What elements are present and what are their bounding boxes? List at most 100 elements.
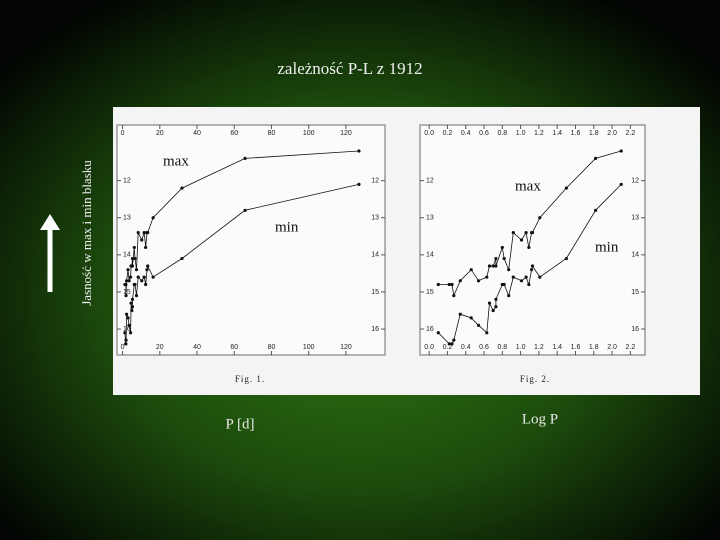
data-point xyxy=(594,156,598,160)
data-point xyxy=(130,264,135,268)
data-point xyxy=(151,275,155,279)
data-point xyxy=(619,149,623,153)
data-point xyxy=(450,282,454,287)
data-point xyxy=(145,268,149,272)
x-tick-label: 0.0 xyxy=(424,130,434,137)
data-point xyxy=(130,297,135,301)
y-tick-label: 14 xyxy=(631,252,639,259)
data-point xyxy=(519,238,524,242)
data-point xyxy=(502,282,506,287)
data-point xyxy=(527,245,531,250)
data-point xyxy=(436,282,440,287)
x-tick-label: 0 xyxy=(121,344,125,351)
data-point xyxy=(142,230,146,235)
data-point xyxy=(619,182,623,186)
data-point xyxy=(140,279,144,283)
data-point xyxy=(529,268,534,272)
data-point xyxy=(450,342,454,346)
data-point xyxy=(485,275,489,279)
data-point xyxy=(500,245,504,250)
data-point xyxy=(129,301,133,305)
data-point xyxy=(124,282,128,287)
x-tick-label: 60 xyxy=(230,344,238,351)
data-point xyxy=(124,294,128,298)
data-point xyxy=(130,305,135,309)
x-tick-label: 1.8 xyxy=(589,344,599,351)
data-point xyxy=(126,316,130,320)
x-tick-label: 1.4 xyxy=(552,130,562,137)
y-tick-label: 13 xyxy=(123,215,131,222)
x-tick-label: 1.4 xyxy=(552,344,562,351)
data-point xyxy=(494,297,498,301)
y-tick-label: 12 xyxy=(371,177,379,184)
data-point xyxy=(491,308,495,313)
y-tick-label: 14 xyxy=(123,252,131,259)
data-point xyxy=(519,279,524,283)
data-point xyxy=(144,282,148,287)
x-tick-label: 0.8 xyxy=(497,130,507,137)
x-tick-label: 80 xyxy=(268,344,276,351)
data-point xyxy=(458,312,462,316)
data-point xyxy=(144,245,148,250)
x-tick-label: 40 xyxy=(193,344,201,351)
data-point xyxy=(487,264,492,268)
data-point xyxy=(594,208,598,212)
data-point xyxy=(494,256,498,261)
data-point xyxy=(151,216,155,220)
data-point xyxy=(126,268,130,272)
data-point xyxy=(502,256,506,261)
x-tick-label: 0.6 xyxy=(479,130,489,137)
y-tick-label: 13 xyxy=(371,215,379,222)
x-tick-label: 1.8 xyxy=(589,130,599,137)
x-tick-label: 1.0 xyxy=(516,130,526,137)
data-point xyxy=(452,338,456,342)
y-tick-label: 12 xyxy=(631,177,639,184)
x-tick-label: 1.2 xyxy=(534,130,544,137)
plot-frame xyxy=(116,124,386,356)
data-point xyxy=(530,230,535,235)
data-point xyxy=(487,301,492,305)
data-point xyxy=(136,230,140,235)
y-tick-label: 12 xyxy=(123,177,131,184)
data-point xyxy=(469,268,473,272)
data-point xyxy=(357,182,361,186)
data-point xyxy=(180,256,184,261)
x-tick-label: 0.0 xyxy=(424,344,434,351)
annotation: min xyxy=(595,239,619,255)
figure-caption: Fig. 2. xyxy=(520,374,550,384)
data-point xyxy=(123,331,127,335)
x-tick-label: 1.0 xyxy=(516,344,526,351)
data-point xyxy=(130,308,134,313)
data-point xyxy=(146,230,150,235)
y-tick-label: 15 xyxy=(631,289,639,296)
data-point xyxy=(146,264,150,268)
data-point xyxy=(142,275,146,279)
y-tick-label: 16 xyxy=(426,326,434,333)
data-point xyxy=(527,282,531,287)
x-tick-label: 40 xyxy=(193,130,201,137)
data-point xyxy=(447,282,451,287)
data-point xyxy=(476,323,481,327)
x-tick-label: 120 xyxy=(340,130,352,137)
x-tick-label: 60 xyxy=(230,130,238,137)
data-point xyxy=(134,294,139,298)
y-tick-label: 15 xyxy=(371,289,379,296)
data-point xyxy=(130,256,135,261)
data-point xyxy=(124,338,128,342)
data-point xyxy=(140,238,144,242)
figure-caption: Fig. 1. xyxy=(235,374,265,384)
data-point xyxy=(530,264,535,268)
data-point xyxy=(243,208,247,212)
y-axis-label: Jasność w max i min blasku xyxy=(79,160,94,306)
annotation: max xyxy=(163,153,189,169)
data-point xyxy=(136,275,140,279)
y-tick-label: 16 xyxy=(371,326,379,333)
data-point xyxy=(507,268,511,272)
data-point xyxy=(124,342,128,346)
plot-frame xyxy=(419,124,646,356)
y-tick-label: 13 xyxy=(426,215,434,222)
data-point xyxy=(452,294,456,298)
data-point xyxy=(180,186,184,190)
y-tick-label: 16 xyxy=(123,326,131,333)
data-point xyxy=(127,279,131,283)
